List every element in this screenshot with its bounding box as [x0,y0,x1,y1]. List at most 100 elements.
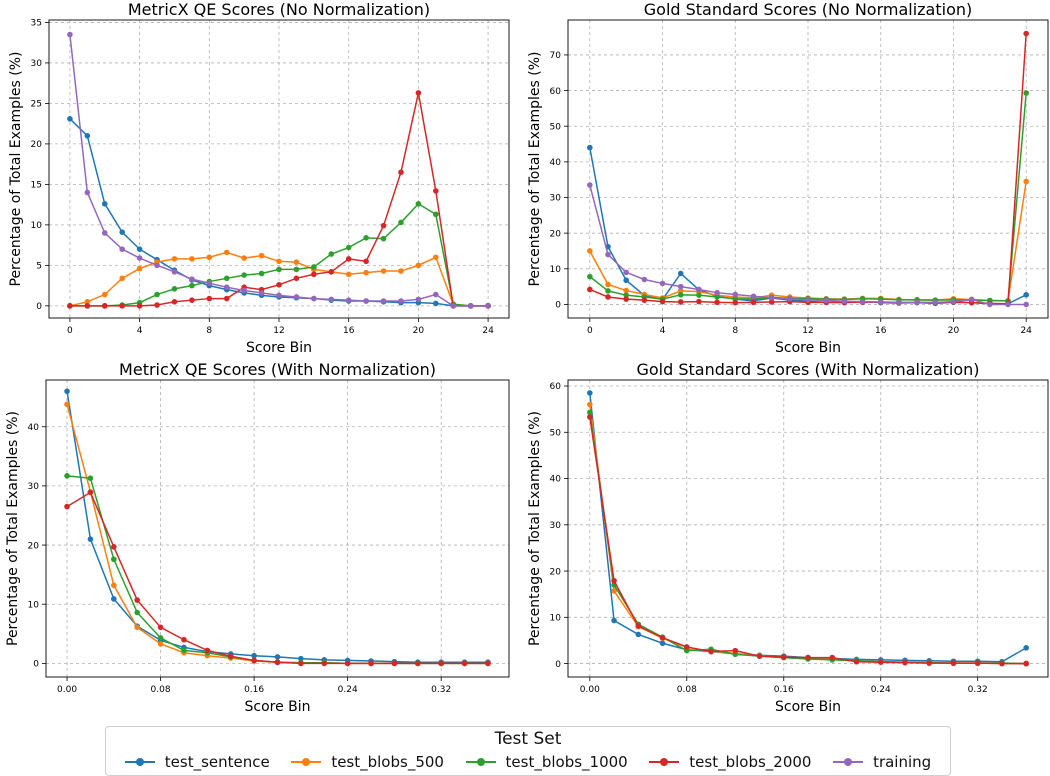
y-tick-label: 40 [550,475,562,485]
series-line [66,475,488,665]
data-point [853,658,860,665]
data-point [968,296,975,303]
y-tick-label: 0 [555,301,561,311]
data-point [171,299,178,305]
series-test_blobs_500 [587,401,1029,667]
x-axis-label: Score Bin [775,699,841,715]
y-tick-label: 30 [550,521,562,531]
data-point [877,659,884,665]
data-point [433,291,439,298]
data-point [136,265,143,272]
data-point [119,229,125,235]
data-point [805,654,811,661]
data-point [780,654,787,660]
y-tick-label: 10 [550,614,562,624]
data-point [587,182,593,188]
y-tick-label: 10 [550,265,562,275]
series-line [589,412,1027,665]
y-tick-label: 20 [28,541,40,551]
legend-label: test_blobs_500 [331,753,444,771]
data-point [1005,301,1011,308]
data-point [328,269,335,275]
data-point [368,660,374,667]
data-point [223,249,230,256]
x-tick-label: 8 [732,326,738,336]
y-tick-label: 30 [31,59,43,69]
data-point [111,556,117,563]
x-tick-label: 0.32 [968,685,988,695]
data-point [276,281,282,288]
x-tick-label: 0.32 [431,685,451,695]
x-tick-label: 0.08 [151,685,171,695]
legend-label: test_blobs_1000 [505,753,628,771]
data-point [136,255,143,261]
data-point [293,259,300,265]
data-point [134,624,140,631]
data-point [67,303,73,309]
series-training [67,31,491,309]
series-line [66,491,488,665]
legend-item-test_blobs_2000: test_blobs_2000 [649,753,811,771]
legend-swatch [291,756,322,768]
data-point [768,294,775,301]
data-point [587,414,593,420]
data-point [87,475,94,482]
data-point [1023,645,1029,651]
data-point [136,246,143,252]
data-point [415,201,422,207]
data-point [311,264,317,270]
data-point [345,271,352,278]
data-point [111,582,117,589]
x-tick-label: 0.16 [774,685,794,695]
data-point [714,289,720,296]
data-point [974,660,981,666]
legend-swatch [465,756,496,768]
data-point [67,115,73,122]
data-point [433,254,439,261]
data-point [134,597,140,603]
series-line [589,416,1027,665]
x-tick-label: 20 [948,326,960,336]
data-point [999,660,1005,667]
data-point [276,258,282,265]
chart-panel-4: 0.00 0.08 0.16 0.24 0.32 0 10 20 30 40 50 60 Gold St… [527,360,1049,715]
series-line [589,392,1027,663]
data-point [328,251,335,257]
data-point [635,623,642,629]
data-point [293,266,300,273]
data-point [311,295,317,302]
chart-panel-1: 0 4 8 12 16 20 24 0 5 10 15 20 25 30 35 MetricX QE Scor… [8,0,510,356]
data-point [345,256,352,262]
legend-item-test_blobs_500: test_blobs_500 [291,753,444,771]
data-point [276,292,282,299]
series-line [66,391,488,663]
data-point [328,296,335,303]
legend-label: training [873,753,932,771]
y-tick-label: 0 [36,302,42,312]
figure: 0 4 8 12 16 20 24 0 5 10 15 20 25 30 35 MetricX QE Scor… [5,0,1049,715]
data-point [732,299,739,306]
data-point [206,254,213,261]
data-point [101,230,108,236]
data-point [659,298,666,305]
x-tick-label: 0.16 [244,685,264,695]
data-point [171,286,178,292]
y-axis-label: Percentage of Total Examples (%) [8,51,24,286]
data-point [258,290,265,296]
data-point [171,269,178,275]
data-point [677,283,684,290]
data-point [829,654,836,661]
data-point [623,277,629,284]
x-tick-label: 4 [660,326,666,336]
data-point [241,255,247,261]
data-point [321,660,328,667]
data-point [311,271,317,278]
data-point [461,660,468,667]
data-point [134,609,140,616]
data-point [485,660,491,667]
data-point [926,660,933,666]
y-tick-label: 50 [550,122,562,132]
y-tick-label: 40 [28,423,40,433]
data-point [623,296,629,302]
data-point [485,303,491,309]
